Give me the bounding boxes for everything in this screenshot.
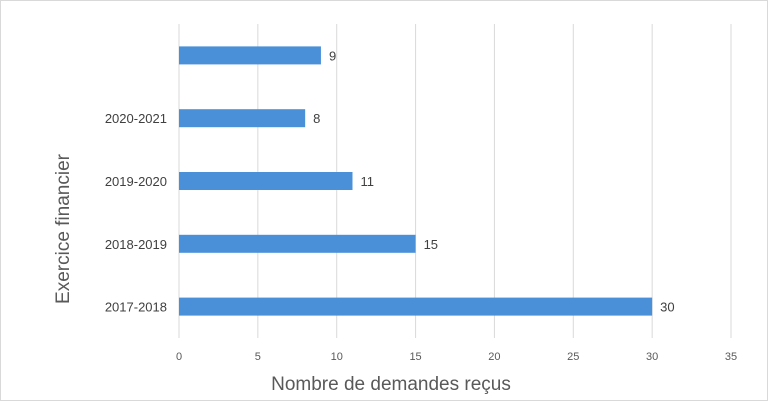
bar-3: [179, 109, 306, 128]
x-tick-labels: 0 5 10 15 20 25 30 35: [176, 351, 737, 363]
y-tick-label: 2017-2018: [105, 300, 167, 315]
bar-0: [179, 297, 653, 316]
bars: [179, 46, 653, 316]
data-label: 30: [660, 300, 674, 315]
bar-2: [179, 172, 353, 190]
x-tick-label: 0: [176, 351, 182, 363]
x-tick-label: 10: [331, 351, 343, 363]
x-tick-label: 25: [567, 351, 579, 363]
y-axis-title: Exercice financier: [53, 153, 74, 304]
data-labels: 30 15 11 8 9: [313, 48, 674, 314]
y-tick-label: 2020-2021: [105, 111, 167, 126]
y-tick-labels: 2017-2018 2018-2019 2019-2020 2020-2021: [105, 111, 167, 314]
bar-1: [179, 234, 416, 253]
x-tick-label: 35: [725, 351, 737, 363]
x-tick-label: 15: [409, 351, 421, 363]
data-label: 15: [424, 237, 438, 252]
x-tick-label: 20: [488, 351, 500, 363]
x-axis-title: Nombre de demandes reçus: [271, 374, 511, 395]
data-label: 9: [329, 48, 336, 63]
y-tick-label: 2018-2019: [105, 237, 167, 252]
x-tick-label: 5: [255, 351, 261, 363]
data-label: 8: [313, 111, 320, 126]
data-label: 11: [360, 174, 374, 189]
y-tick-label: 2019-2020: [105, 174, 167, 189]
x-tick-label: 30: [646, 351, 658, 363]
bar-4: [179, 46, 321, 65]
